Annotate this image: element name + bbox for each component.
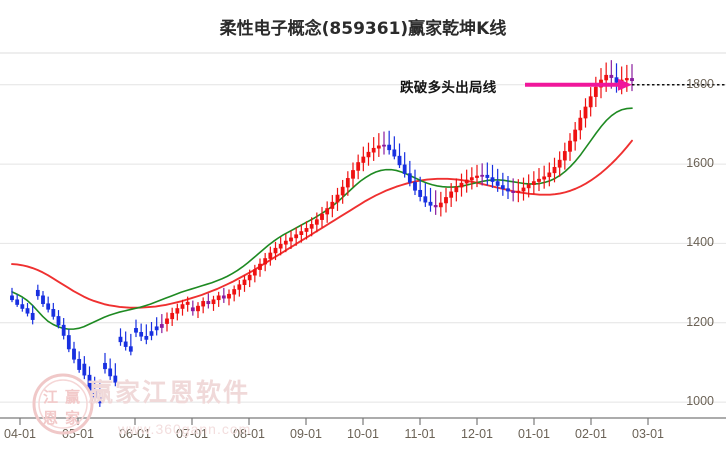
x-axis-tick-05-01: 05-01 [62, 427, 94, 441]
x-axis-tick-08-01: 08-01 [233, 427, 265, 441]
gridlines [0, 52, 726, 403]
x-axis-tick-01-01: 01-01 [518, 427, 550, 441]
x-axis-tick-02-01: 02-01 [575, 427, 607, 441]
y-axis-tick-1200: 1200 [686, 314, 714, 329]
axis-lines [0, 417, 726, 425]
y-axis-tick-1600: 1600 [686, 156, 714, 171]
x-axis-tick-09-01: 09-01 [290, 427, 322, 441]
x-axis-tick-11-01: 11-01 [404, 427, 436, 441]
y-axis-tick-1000: 1000 [686, 394, 714, 409]
y-axis-tick-1400: 1400 [686, 235, 714, 250]
annotation-label: 跌破多头出局线 [400, 79, 497, 96]
x-axis-tick-12-01: 12-01 [461, 427, 493, 441]
x-axis-tick-04-01: 04-01 [4, 427, 36, 441]
annotation-line [525, 78, 726, 91]
y-axis-tick-1800: 1800 [686, 76, 714, 91]
x-axis-tick-10-01: 10-01 [347, 427, 379, 441]
page-title: 柔性电子概念(859361)赢家乾坤K线 [219, 19, 507, 39]
candlestick-series [10, 60, 634, 407]
x-axis-tick-06-01: 06-01 [119, 427, 151, 441]
x-axis-tick-03-01: 03-01 [632, 427, 664, 441]
x-axis-tick-07-01: 07-01 [176, 427, 208, 441]
